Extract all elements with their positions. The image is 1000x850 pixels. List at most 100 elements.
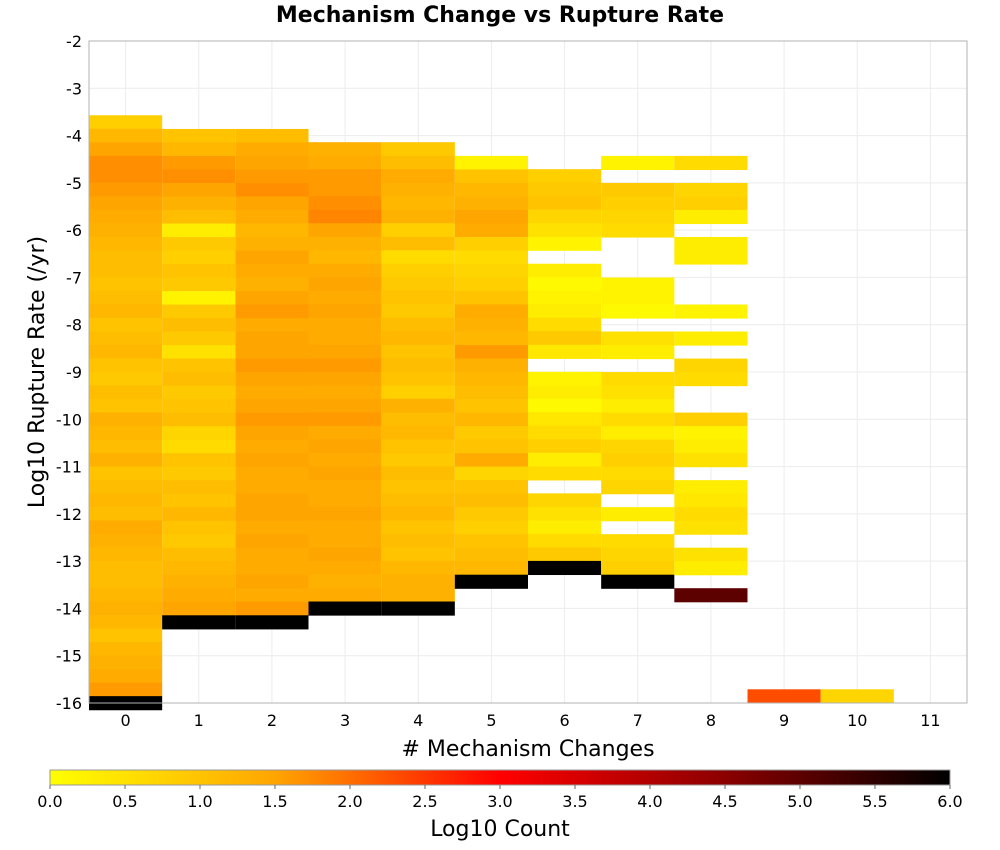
heatmap-cell [528,169,602,184]
heatmap-cell [89,682,163,697]
y-tick-label: -2 [66,32,82,51]
heatmap-cell [454,426,528,441]
heatmap-cell [674,547,748,562]
colorbar-label: Log10 Count [430,817,570,842]
y-tick-label: -9 [66,363,82,382]
y-tick-label: -16 [56,694,82,713]
heatmap-cell [89,615,163,630]
heatmap-cell [601,385,675,400]
heatmap-cell [454,250,528,265]
heatmap-cell [381,506,455,522]
heatmap-cell [674,412,748,427]
heatmap-cell [235,277,309,292]
heatmap-cell [381,371,455,386]
heatmap-cell [381,344,455,359]
heatmap-cell [381,479,455,495]
heatmap-cell [89,412,163,427]
heatmap-cell [89,196,163,211]
heatmap-cell [454,412,528,427]
heatmap-cell [528,385,602,400]
heatmap-cell [381,142,455,157]
heatmap-cell [601,155,675,171]
heatmap-cell [381,169,455,184]
x-tick-label: 9 [779,711,789,730]
heatmap-cell [454,277,528,292]
heatmap-cell [235,358,309,373]
heatmap-cell [235,304,309,319]
y-axis-label: Log10 Rupture Rate (/yr) [25,236,50,508]
heatmap-cell [308,520,382,535]
heatmap-cell [308,142,382,157]
colorbar-tick-label: 2.0 [337,792,362,811]
heatmap-cell [89,452,163,468]
heatmap-cell [528,223,602,238]
x-tick-labels: 0 1 2 3 4 5 6 7 8 9 10 11 [120,711,940,730]
heatmap-cell [162,264,236,279]
heatmap-cell [235,574,309,589]
heatmap-cell [235,128,309,144]
heatmap-cell [162,318,236,333]
heatmap-cell [381,317,455,332]
heatmap-cell [528,439,602,454]
colorbar-tick-label: 5.0 [787,792,812,811]
heatmap-cell [89,128,163,143]
heatmap-cell [381,304,455,319]
heatmap-cell [381,155,455,170]
heatmap-cell [308,250,382,265]
heatmap-cell [162,155,236,171]
heatmap-cell [601,331,675,346]
heatmap-cell [162,210,236,225]
heatmap-cell [308,493,382,508]
heatmap-cell [308,169,382,184]
heatmap-cell [162,466,236,481]
heatmap-cell [308,412,382,427]
heatmap-cell [454,385,528,400]
heatmap-cell [308,196,382,211]
heatmap-cell [528,425,602,440]
heatmap-cell [235,237,309,252]
heatmap-cell [454,223,528,238]
heatmap-cell [235,561,309,576]
heatmap-cell [162,128,236,144]
heatmap-cell [454,439,528,454]
heatmap-cell [308,304,382,319]
heatmap-cell [89,534,163,549]
heatmap-cell [162,291,236,306]
heatmap-cell [674,155,748,171]
heatmap-cell [381,236,455,251]
heatmap-cell [89,385,163,400]
y-tick-label: -8 [66,316,82,335]
heatmap-cell [162,223,236,238]
heatmap-cell [308,290,382,305]
heatmap-cell [162,426,236,441]
x-tick-label: 8 [706,711,716,730]
colorbar-tick-label: 0.5 [112,792,137,811]
heatmap-cell [89,628,163,643]
heatmap-cell [528,196,602,211]
heatmap-cell [89,277,163,292]
heatmap-cell [381,412,455,427]
heatmap-cell [747,689,821,704]
heatmap-cell [454,155,528,171]
heatmap-cell [454,318,528,333]
heatmap-cell [308,425,382,441]
heatmap-cell [454,547,528,562]
y-tick-label: -10 [56,410,82,429]
heatmap-cell [528,533,602,549]
y-tick-label: -13 [56,552,82,571]
heatmap-cell [454,182,528,198]
heatmap-cell [674,507,748,522]
heatmap-cell [528,236,602,251]
heatmap-cell [89,155,163,170]
heatmap-cell [528,331,602,346]
heatmap-cell [381,493,455,508]
heatmap-cell [162,385,236,400]
heatmap-cell [601,480,675,495]
heatmap-cell [89,669,163,684]
colorbar-tick-label: 6.0 [937,792,962,811]
y-tick-label: -7 [66,268,82,287]
heatmap-cell [89,115,163,130]
heatmap-cell [89,209,163,224]
x-tick-label: 1 [194,711,204,730]
